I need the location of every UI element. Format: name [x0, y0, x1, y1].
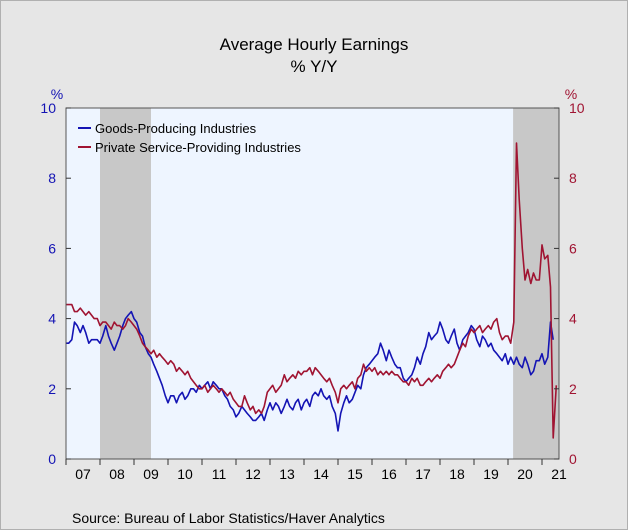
left-tick-label: 2	[48, 381, 56, 397]
x-tick-label: 13	[279, 466, 295, 482]
right-tick-label: 4	[569, 311, 577, 327]
right-tick-label: 10	[569, 100, 585, 116]
recession-band-2	[513, 108, 559, 459]
x-tick-label: 08	[109, 466, 125, 482]
x-tick-label: 10	[177, 466, 193, 482]
right-tick-label: 8	[569, 170, 577, 186]
left-tick-label: 6	[48, 240, 56, 256]
legend-label-2: Private Service-Providing Industries	[95, 140, 301, 155]
x-tick-label: 17	[415, 466, 431, 482]
plot-border	[65, 107, 560, 460]
right-tick-label: 6	[569, 240, 577, 256]
left-tick-label: 8	[48, 170, 56, 186]
x-tick-label: 18	[449, 466, 465, 482]
right-tick-label: 2	[569, 381, 577, 397]
chart-subtitle: % Y/Y	[291, 57, 338, 76]
recession-band-1	[100, 108, 151, 459]
left-axis-unit: %	[51, 86, 63, 102]
x-tick-label: 20	[517, 466, 533, 482]
left-tick-label: 10	[40, 100, 56, 116]
legend-label-1: Goods-Producing Industries	[95, 121, 257, 136]
x-tick-label: 21	[551, 466, 567, 482]
x-tick-label: 19	[483, 466, 499, 482]
x-tick-label: 14	[313, 466, 329, 482]
right-tick-label: 0	[569, 451, 577, 467]
source-note: Source: Bureau of Labor Statistics/Haver…	[72, 510, 385, 526]
x-tick-label: 11	[212, 466, 227, 482]
left-tick-label: 0	[48, 451, 56, 467]
x-tick-label: 07	[75, 466, 91, 482]
right-axis-unit: %	[565, 86, 577, 102]
x-tick-label: 15	[347, 466, 363, 482]
series-line-1	[66, 310, 554, 432]
series-line-2	[66, 142, 558, 439]
x-tick-label: 09	[143, 466, 159, 482]
chart-title: Average Hourly Earnings	[220, 35, 409, 54]
left-tick-label: 4	[48, 311, 56, 327]
x-tick-label: 12	[245, 466, 261, 482]
x-tick-label: 16	[381, 466, 397, 482]
